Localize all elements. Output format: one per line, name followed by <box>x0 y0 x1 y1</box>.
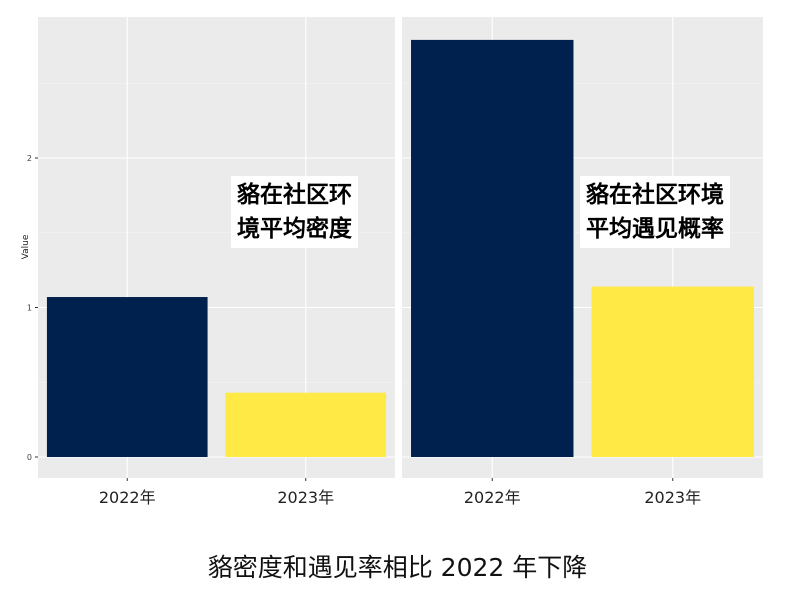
bar-2023年 <box>591 286 754 457</box>
bar-2022年 <box>46 297 208 457</box>
figure-caption: 貉密度和遇见率相比 2022 年下降 <box>207 553 588 582</box>
x-tick-label: 2023年 <box>644 488 701 507</box>
annotation-left: 貉在社区环 境平均密度 <box>231 176 358 248</box>
y-axis-label: Value <box>21 234 31 259</box>
y-tick-label: 1 <box>27 304 32 313</box>
annotation-line: 平均遇见概率 <box>586 216 724 242</box>
annotation-right: 貉在社区环境 平均遇见概率 <box>580 176 730 248</box>
x-tick-label: 2022年 <box>464 488 521 507</box>
faceted-bar-chart: 2022年 2023年 2022年 2023年 0 1 2 Value <box>21 17 763 507</box>
bar-2023年 <box>225 392 387 457</box>
annotation-line: 貉在社区环 <box>237 182 352 208</box>
annotation-line: 境平均密度 <box>237 216 352 242</box>
x-tick-label: 2023年 <box>277 488 334 507</box>
bar-2022年 <box>411 39 574 458</box>
y-tick-label: 2 <box>27 154 32 163</box>
annotation-line: 貉在社区环境 <box>586 182 724 208</box>
y-tick-label: 0 <box>27 453 32 462</box>
x-tick-label: 2022年 <box>99 488 156 507</box>
